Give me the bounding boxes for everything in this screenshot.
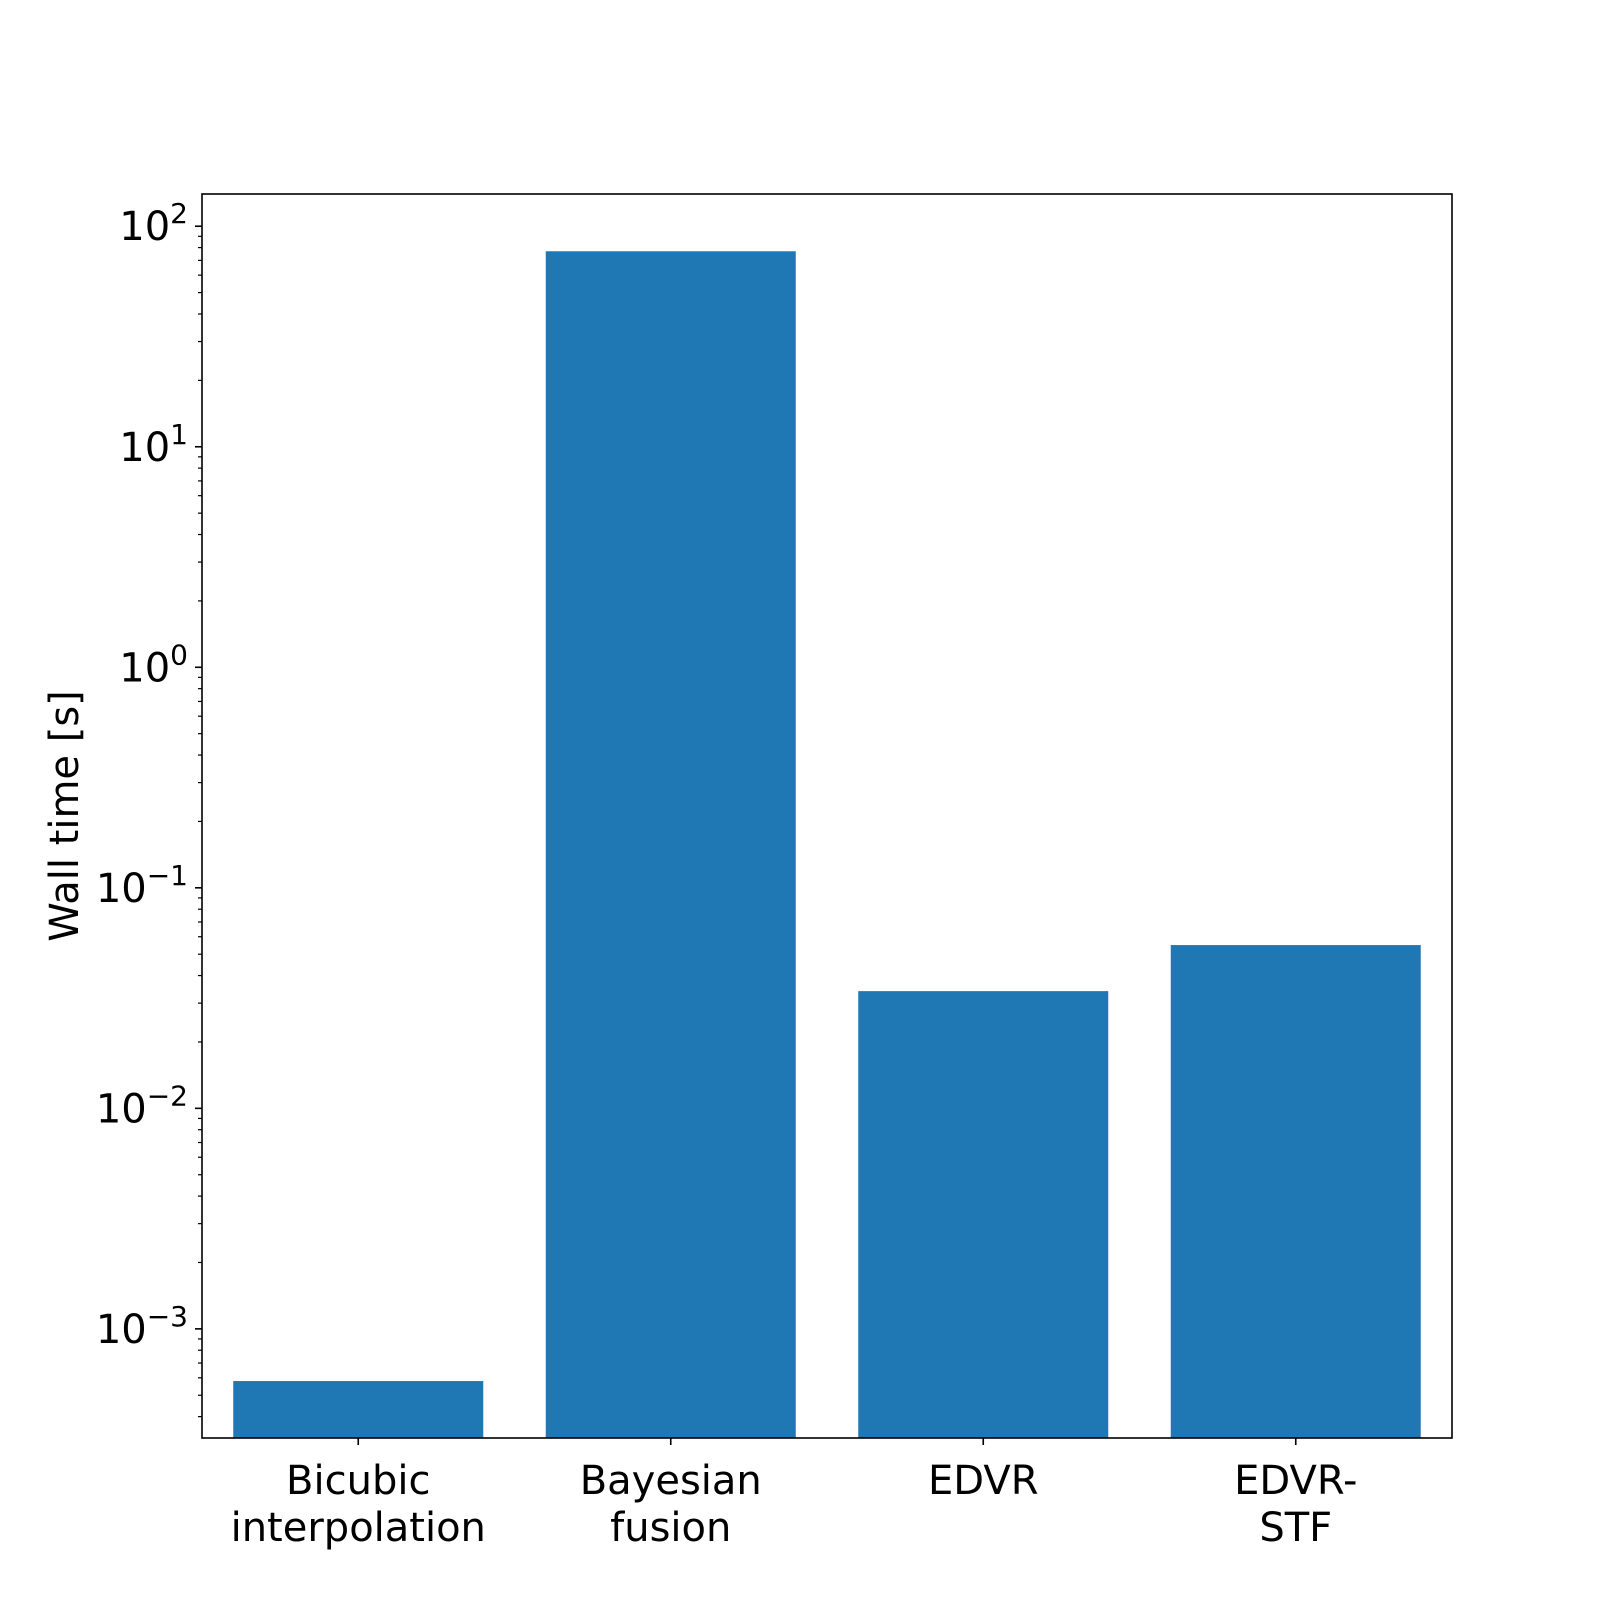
y-axis-label: Wall time [s] bbox=[42, 690, 88, 942]
y-tick-label: 101 bbox=[119, 418, 188, 471]
x-tick-label: EDVR bbox=[928, 1458, 1039, 1504]
y-tick-label: 100 bbox=[119, 638, 188, 691]
bars bbox=[233, 251, 1421, 1439]
y-tick-label: 10−2 bbox=[96, 1079, 188, 1132]
x-tick-label: Bayesian fusion bbox=[580, 1458, 762, 1551]
x-tick-label: Bicubic interpolation bbox=[231, 1458, 486, 1551]
bar-2 bbox=[858, 991, 1109, 1438]
x-axis-ticks: Bicubic interpolation Bayesian fusion EDVR ED… bbox=[231, 1438, 1357, 1551]
y-axis-ticks: 10−3 10−2 10−1 100 101 102 bbox=[96, 197, 202, 1353]
y-tick-label: 102 bbox=[119, 197, 188, 250]
plot-frame bbox=[201, 193, 1453, 1439]
x-tick-label: EDVR-STF bbox=[1234, 1458, 1357, 1551]
bar-1 bbox=[545, 251, 796, 1439]
bar-0 bbox=[233, 1381, 484, 1438]
bar-3 bbox=[1170, 945, 1421, 1438]
y-tick-label: 10−1 bbox=[96, 859, 188, 912]
y-tick-label: 10−3 bbox=[96, 1300, 188, 1353]
